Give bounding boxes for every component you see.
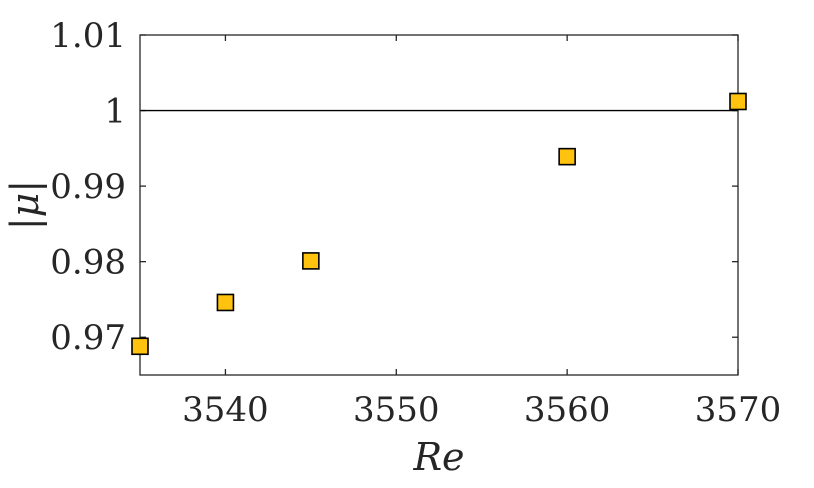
x-tick-labels: 3540 3550 3560 3570 [182, 390, 781, 430]
y-tick-label: 0.99 [50, 167, 126, 207]
x-tick-label: 3550 [353, 390, 440, 430]
x-tick-label: 3570 [695, 390, 782, 430]
y-tick-label: 0.97 [50, 318, 126, 358]
y-tick-label: 0.98 [50, 243, 126, 283]
x-tick-label: 3560 [524, 390, 611, 430]
data-point [729, 92, 747, 111]
plot-frame [139, 34, 739, 376]
y-tick-label: 1 [104, 92, 126, 132]
axis-ticks [140, 34, 739, 375]
data-point [558, 147, 576, 166]
x-tick-label: 3540 [182, 390, 269, 430]
data-points [131, 92, 747, 356]
data-point [302, 252, 320, 270]
y-axis-label: |μ| [3, 180, 47, 230]
data-point [216, 293, 235, 312]
data-point [131, 337, 149, 356]
y-tick-labels: 0.97 0.98 0.99 1 1.01 [50, 16, 126, 358]
x-axis-label: Re [412, 435, 464, 479]
y-tick-label: 1.01 [50, 16, 126, 56]
